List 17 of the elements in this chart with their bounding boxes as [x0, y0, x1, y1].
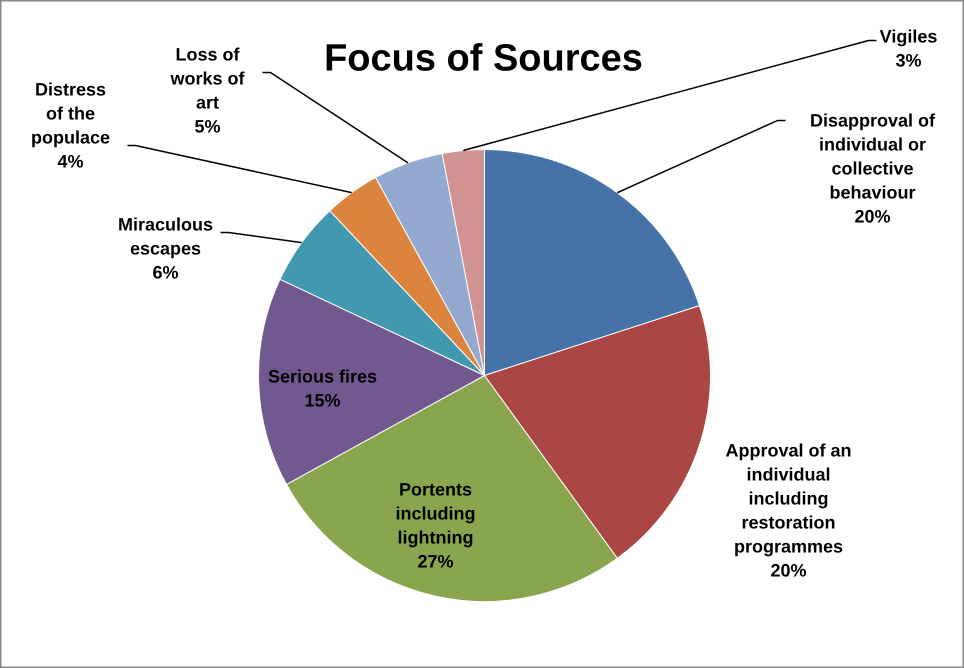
data-label: 4%: [57, 152, 84, 172]
slice-label: Disapproval of individual or collective behaviour: [810, 110, 936, 202]
data-label: 27%: [417, 552, 454, 572]
data-label: 20%: [770, 560, 807, 580]
slice-label: Serious fires: [268, 366, 378, 386]
slice-label: Distress of the populace: [30, 80, 110, 148]
slice-label: Vigiles: [880, 26, 938, 46]
data-label: 20%: [854, 206, 891, 226]
data-label: 3%: [895, 50, 922, 70]
data-label: 15%: [304, 390, 341, 410]
data-label: 5%: [194, 116, 221, 136]
data-label: 6%: [152, 262, 179, 282]
slice-label: Loss of works of art: [169, 44, 246, 112]
slice-label: Approval of an individual including restoration programmes: [725, 440, 852, 556]
slice-label: Portents including lightning: [396, 480, 476, 548]
chart-title: Focus of Sources: [324, 38, 643, 80]
slice-label: Miraculous escapes: [118, 214, 214, 258]
